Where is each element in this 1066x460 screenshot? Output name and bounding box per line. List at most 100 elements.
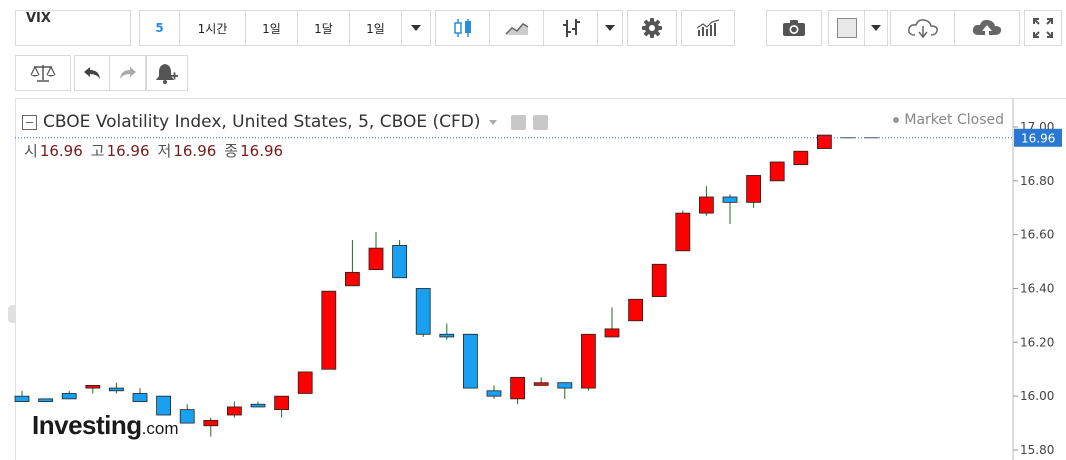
chevron-down-icon — [605, 25, 615, 31]
candle — [604, 307, 620, 338]
settings-button[interactable] — [627, 10, 677, 46]
candle-body — [604, 328, 620, 338]
candle-body — [250, 403, 266, 408]
indicators-icon — [696, 19, 720, 36]
timeframe-1d-button[interactable]: 1일 — [246, 11, 298, 45]
candle-body — [132, 393, 148, 402]
cloud-download-button[interactable] — [891, 11, 955, 45]
candle — [61, 390, 77, 400]
candle — [226, 401, 242, 418]
open-value: 16.96 — [39, 142, 83, 160]
candle-body — [274, 395, 290, 411]
color-swatch-button[interactable] — [829, 11, 865, 45]
compare-scale-button[interactable] — [15, 55, 71, 91]
timeframe-5-button[interactable]: 5 — [140, 11, 180, 45]
cloud-upload-button[interactable] — [955, 11, 1019, 45]
legend-settings-icon[interactable] — [532, 114, 548, 130]
ohlc-bar-button[interactable] — [544, 11, 598, 45]
candle-body — [533, 382, 549, 386]
redo-button[interactable] — [110, 56, 145, 90]
candle — [156, 395, 172, 416]
candle-body — [415, 288, 431, 335]
candle — [85, 384, 101, 394]
candle-body — [321, 290, 337, 370]
candle — [557, 382, 573, 399]
color-dropdown-button[interactable] — [865, 11, 887, 45]
candle — [581, 333, 596, 391]
candle — [179, 404, 195, 424]
camera-icon — [783, 20, 805, 36]
candle — [462, 333, 478, 389]
fullscreen-button[interactable] — [1024, 10, 1062, 46]
candle-body — [557, 382, 573, 389]
timeframe-group: 5 1시간 1일 1달 1일 — [139, 10, 431, 46]
candle — [250, 401, 266, 408]
ohlc-bar-icon — [562, 19, 580, 37]
y-tick-label: 16.20 — [1020, 335, 1054, 349]
fullscreen-icon — [1033, 18, 1053, 38]
candle-body — [85, 384, 101, 389]
gear-icon — [642, 18, 662, 38]
market-status-label: Market Closed — [904, 112, 1004, 128]
close-label: 종 — [224, 142, 239, 160]
candle-body — [817, 134, 832, 149]
candle-body — [156, 395, 172, 416]
visibility-icon[interactable] — [510, 114, 526, 130]
logo-main-text: Investing — [32, 410, 142, 440]
low-value: 16.96 — [173, 142, 217, 160]
chart-type-dropdown-button[interactable] — [598, 11, 622, 45]
candle — [628, 298, 643, 322]
last-price-label: 16.96 — [1021, 131, 1055, 145]
legend-title[interactable]: CBOE Volatility Index, United States, 5,… — [43, 112, 481, 132]
side-panel-handle[interactable] — [8, 305, 15, 323]
candle — [321, 290, 337, 370]
timeframe-1h-button[interactable]: 1시간 — [180, 11, 246, 45]
candle-body — [746, 175, 761, 203]
candle — [486, 385, 502, 399]
cloud-upload-icon — [972, 19, 1002, 36]
y-tick-label: 16.00 — [1020, 389, 1054, 403]
add-alert-button[interactable] — [146, 55, 188, 91]
candle — [38, 398, 53, 402]
candle — [274, 395, 290, 418]
color-group — [828, 10, 888, 46]
open-label: 시 — [24, 142, 38, 160]
legend-dropdown-icon[interactable] — [488, 119, 497, 125]
candle-body — [462, 333, 478, 389]
timeframe-1m-button[interactable]: 1달 — [298, 11, 350, 45]
candle — [109, 382, 124, 394]
chart-area[interactable] — [15, 98, 1066, 460]
timeframe-dropdown-button[interactable] — [402, 11, 430, 45]
ohlc-readout: 시 16.96 고 16.96 저 16.96 종 16.96 — [24, 140, 283, 161]
candle — [14, 390, 30, 402]
timeframe-extra-button[interactable]: 1일 — [350, 11, 402, 45]
symbol-box[interactable]: VIX — [15, 10, 131, 46]
undo-redo-group — [74, 55, 146, 91]
y-tick-label: 15.80 — [1020, 443, 1054, 457]
candle-body — [769, 161, 785, 182]
cloud-group — [890, 10, 1020, 46]
candle — [439, 323, 455, 340]
indicators-button[interactable] — [681, 10, 735, 46]
add-alert-icon — [156, 64, 178, 84]
candle — [769, 161, 785, 182]
undo-button[interactable] — [75, 56, 110, 90]
candle-body — [486, 390, 502, 397]
candlestick-icon — [453, 19, 471, 37]
collapse-legend-icon[interactable] — [22, 114, 37, 130]
candle-body — [628, 298, 643, 322]
line-chart-button[interactable] — [490, 11, 544, 45]
investing-logo: Investing .com — [32, 410, 178, 441]
screenshot-button[interactable] — [766, 10, 822, 46]
candle — [699, 186, 714, 216]
candle-body — [226, 406, 242, 416]
candle — [368, 231, 384, 271]
candle — [651, 263, 667, 297]
close-value: 16.96 — [240, 142, 284, 160]
candle-body — [392, 245, 408, 279]
candlestick-button[interactable] — [436, 11, 490, 45]
candle-body — [722, 196, 738, 203]
redo-icon — [119, 67, 136, 79]
legend-title-row: CBOE Volatility Index, United States, 5,… — [22, 112, 548, 132]
candle-body — [14, 395, 30, 402]
